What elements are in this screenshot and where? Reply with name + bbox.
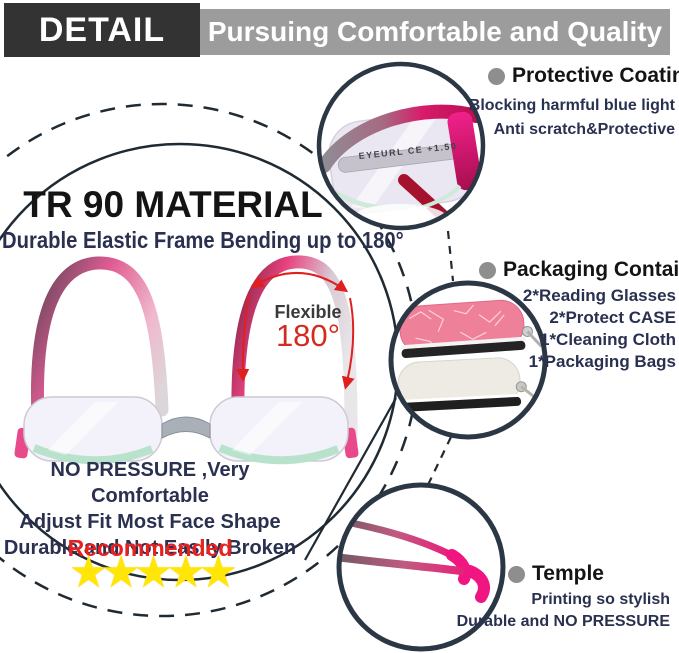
callout-line: 2*Protect CASE (549, 308, 676, 327)
protective-coating-lines: Blocking harmful blue light Anti scratch… (469, 94, 675, 142)
callout-line: 2*Reading Glasses (522, 286, 676, 305)
callout-line: Anti scratch&Protective (493, 121, 675, 138)
callout-title: Packaging Contains (503, 258, 679, 281)
callout-line: Blocking harmful blue light (468, 97, 675, 114)
material-subtitle: Durable Elastic Frame Bending up to 180° (2, 227, 404, 253)
bullet-icon (479, 261, 496, 279)
material-title: TR 90 MATERIAL (23, 184, 323, 225)
banner: Pursuing Comfortable and Quality (200, 9, 670, 55)
flexible-arrows (236, 271, 355, 390)
bullet-icon (488, 67, 505, 85)
bent-glasses-illustration (14, 255, 359, 465)
five-star-rating: ★★★★★ (68, 548, 238, 597)
feature-line: Durable and Not Easily Broken (3, 537, 297, 559)
flexible-label: Flexible (274, 302, 342, 322)
callout-temple: Temple (508, 562, 604, 586)
temple-arms-photo (339, 485, 503, 649)
banner-title: Pursuing Comfortable and Quality (207, 16, 663, 47)
callout-title: Protective Coating (512, 64, 679, 87)
middle-circle (388, 280, 548, 440)
callout-packaging-contains: Packaging Contains (479, 258, 679, 282)
recommended-label: Recommended (67, 535, 233, 561)
connector-lines (304, 230, 455, 561)
callout-line: Printing so stylish (531, 591, 670, 608)
callout-line: Durable and NO PRESSURE (456, 613, 670, 630)
callout-title: Temple (532, 562, 604, 585)
feature-line: NO PRESSURE ,Very Comfortable (50, 459, 250, 507)
flexible-degree: 180° (275, 318, 341, 353)
top-circle (316, 61, 486, 231)
callout-line: 1*Packaging Bags (528, 352, 676, 371)
bullet-icon (508, 565, 525, 583)
detail-label: DETAIL (38, 10, 166, 49)
callout-line: 1*Cleaning Cloth (539, 330, 676, 349)
feature-line: Adjust Fit Most Face Shape (19, 511, 281, 533)
detail-header-box: DETAIL (4, 3, 200, 57)
temple-lines: Printing so stylish Durable and NO PRESS… (457, 589, 670, 633)
packaging-lines: 2*Reading Glasses 2*Protect CASE 1*Clean… (523, 285, 676, 373)
bottom-circle (336, 482, 506, 652)
feature-list: NO PRESSURE ,Very Comfortable Adjust Fit… (0, 457, 300, 561)
cases-photo (391, 283, 545, 437)
callout-protective-coating: Protective Coating (488, 64, 679, 88)
